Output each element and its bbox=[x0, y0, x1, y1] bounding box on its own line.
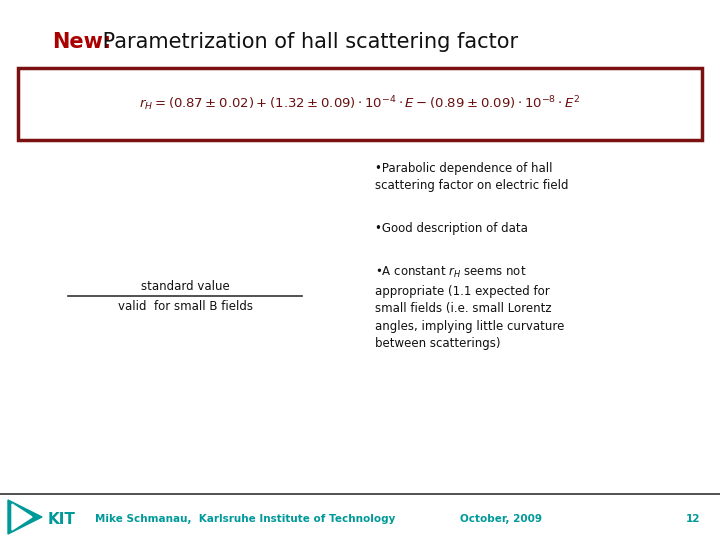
Text: •A constant $r_H$ seems not
appropriate (1.1 expected for
small fields (i.e. sma: •A constant $r_H$ seems not appropriate … bbox=[375, 265, 564, 350]
Text: Parametrization of hall scattering factor: Parametrization of hall scattering facto… bbox=[96, 32, 518, 52]
Polygon shape bbox=[12, 504, 32, 530]
Text: Mike Schmanau,  Karlsruhe Institute of Technology: Mike Schmanau, Karlsruhe Institute of Te… bbox=[95, 514, 395, 524]
Polygon shape bbox=[8, 500, 42, 534]
Text: •Parabolic dependence of hall
scattering factor on electric field: •Parabolic dependence of hall scattering… bbox=[375, 162, 569, 192]
Text: standard value: standard value bbox=[140, 280, 230, 293]
Text: October, 2009: October, 2009 bbox=[460, 514, 542, 524]
Text: $r_H = (0.87 \pm 0.02) + (1.32 \pm 0.09) \cdot 10^{-4} \cdot E - (0.89 \pm 0.09): $r_H = (0.87 \pm 0.02) + (1.32 \pm 0.09)… bbox=[139, 94, 581, 113]
Text: New:: New: bbox=[52, 32, 112, 52]
FancyBboxPatch shape bbox=[18, 68, 702, 140]
Text: •Good description of data: •Good description of data bbox=[375, 222, 528, 235]
Text: valid  for small B fields: valid for small B fields bbox=[117, 300, 253, 313]
Text: KIT: KIT bbox=[48, 511, 76, 526]
Text: 12: 12 bbox=[685, 514, 700, 524]
